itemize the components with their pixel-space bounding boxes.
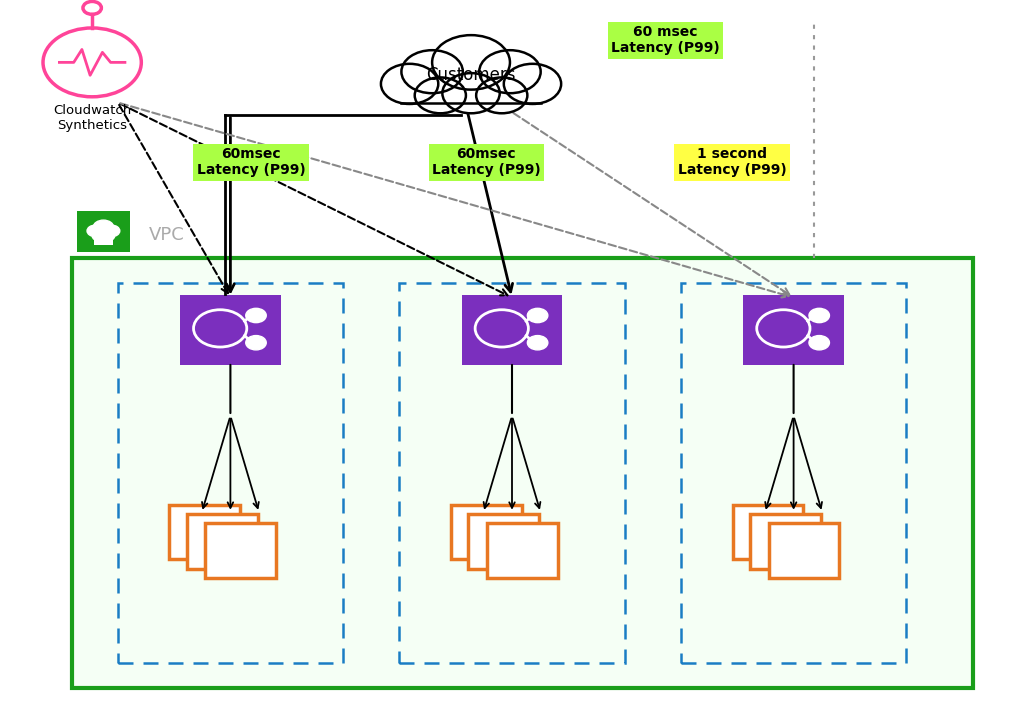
FancyBboxPatch shape: [186, 514, 258, 569]
Circle shape: [246, 336, 266, 350]
Circle shape: [527, 308, 548, 323]
FancyBboxPatch shape: [170, 505, 240, 559]
FancyBboxPatch shape: [469, 514, 539, 569]
Text: 1 second
Latency (P99): 1 second Latency (P99): [678, 147, 786, 177]
FancyBboxPatch shape: [72, 258, 973, 688]
Circle shape: [479, 50, 541, 93]
Circle shape: [93, 220, 114, 234]
Text: 60msec
Latency (P99): 60msec Latency (P99): [197, 147, 305, 177]
Circle shape: [381, 64, 438, 104]
FancyBboxPatch shape: [94, 234, 113, 245]
FancyBboxPatch shape: [768, 523, 840, 578]
Circle shape: [87, 225, 103, 237]
Circle shape: [103, 225, 120, 237]
Circle shape: [809, 308, 829, 323]
Text: Customers: Customers: [426, 66, 516, 85]
Text: 60 msec
Latency (P99): 60 msec Latency (P99): [611, 25, 720, 55]
Circle shape: [246, 308, 266, 323]
FancyBboxPatch shape: [451, 505, 522, 559]
Circle shape: [527, 336, 548, 350]
Circle shape: [504, 64, 561, 104]
FancyBboxPatch shape: [399, 61, 543, 104]
FancyBboxPatch shape: [743, 295, 844, 365]
Text: apse2-az2: apse2-az2: [468, 301, 556, 316]
Circle shape: [442, 73, 500, 113]
Circle shape: [432, 35, 510, 90]
FancyBboxPatch shape: [487, 523, 557, 578]
Circle shape: [100, 231, 115, 241]
FancyBboxPatch shape: [462, 295, 562, 365]
Text: VPC: VPC: [148, 226, 184, 244]
Text: apse2-az3: apse2-az3: [750, 301, 838, 316]
FancyBboxPatch shape: [77, 211, 130, 252]
Circle shape: [415, 77, 466, 113]
Text: 60msec
Latency (P99): 60msec Latency (P99): [432, 147, 541, 177]
Circle shape: [92, 231, 106, 241]
FancyBboxPatch shape: [750, 514, 821, 569]
Circle shape: [401, 50, 463, 93]
FancyBboxPatch shape: [733, 505, 803, 559]
FancyBboxPatch shape: [205, 523, 276, 578]
Text: apse2-az1: apse2-az1: [186, 301, 274, 316]
Circle shape: [809, 336, 829, 350]
Circle shape: [476, 77, 527, 113]
Text: Cloudwatch
Synthetics: Cloudwatch Synthetics: [53, 104, 131, 132]
FancyBboxPatch shape: [180, 295, 281, 365]
